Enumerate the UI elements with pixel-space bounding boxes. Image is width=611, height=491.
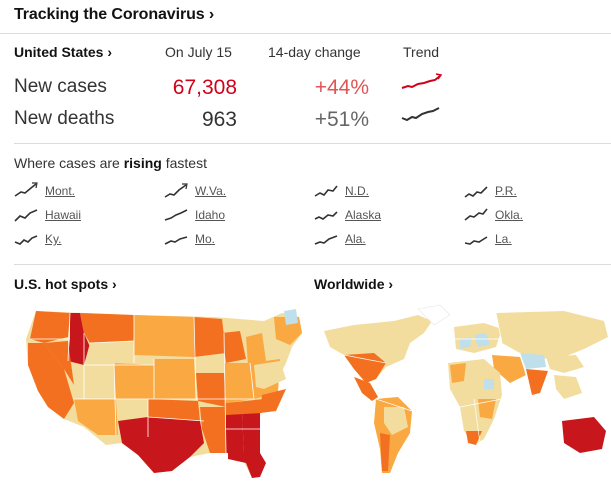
trend-arrow-icon — [314, 211, 338, 220]
new-deaths-label: New deaths — [14, 108, 115, 129]
divider — [14, 143, 611, 144]
state-item[interactable]: Mo. — [164, 228, 304, 250]
trend-arrow-icon — [464, 236, 488, 245]
new-cases-label: New cases — [14, 76, 107, 97]
worldwide-link[interactable]: Worldwide › — [314, 276, 394, 292]
state-link[interactable]: Alaska — [345, 208, 382, 222]
state-item[interactable]: W.Va. — [164, 180, 304, 202]
state-item[interactable]: Alaska — [314, 204, 454, 226]
state-link[interactable]: Ky. — [45, 232, 62, 246]
state-item[interactable]: Mont. — [14, 180, 154, 202]
cases-trend-sparkline — [401, 73, 443, 89]
region-link[interactable]: United States › — [14, 44, 113, 60]
trend-arrow-icon — [164, 183, 188, 198]
state-link[interactable]: Mo. — [195, 232, 216, 246]
state-link[interactable]: Ala. — [345, 232, 366, 246]
state-link[interactable]: P.R. — [495, 184, 517, 198]
state-link[interactable]: La. — [495, 232, 512, 246]
state-link[interactable]: Idaho — [195, 208, 226, 222]
state-item[interactable]: P.R. — [464, 180, 604, 202]
state-item[interactable]: N.D. — [314, 180, 454, 202]
state-link[interactable]: W.Va. — [195, 184, 227, 198]
divider — [14, 264, 611, 265]
worldwide-map[interactable] — [314, 303, 611, 483]
change-column-label: 14-day change — [268, 44, 361, 60]
state-link[interactable]: Mont. — [45, 184, 76, 198]
trend-column-label: Trend — [403, 44, 440, 60]
new-cases-change: +44% — [314, 76, 369, 99]
rising-heading: Where cases are rising fastest — [14, 155, 207, 171]
new-deaths-value: 963 — [201, 108, 237, 131]
trend-arrow-icon — [14, 235, 38, 245]
state-item[interactable]: Ala. — [314, 228, 454, 250]
state-item[interactable]: Ky. — [14, 228, 154, 250]
state-link[interactable]: Okla. — [495, 208, 524, 222]
deaths-trend-sparkline — [401, 107, 440, 122]
divider — [0, 33, 611, 34]
trend-arrow-icon — [14, 209, 38, 222]
state-link[interactable]: Hawaii — [45, 208, 82, 222]
trend-arrow-icon — [464, 186, 488, 198]
trend-arrow-icon — [14, 182, 38, 197]
new-deaths-change: +51% — [314, 108, 369, 131]
state-item[interactable]: La. — [464, 228, 604, 250]
trend-arrow-icon — [314, 185, 338, 197]
new-cases-value: 67,308 — [172, 76, 237, 99]
state-item[interactable]: Idaho — [164, 204, 304, 226]
state-link[interactable]: N.D. — [345, 184, 369, 198]
us-hotspots-link[interactable]: U.S. hot spots › — [14, 276, 117, 292]
state-item[interactable]: Okla. — [464, 204, 604, 226]
page-title[interactable]: Tracking the Coronavirus › — [14, 6, 215, 23]
trend-arrow-icon — [164, 209, 188, 221]
trend-arrow-icon — [164, 236, 188, 245]
us-hotspots-map[interactable] — [14, 303, 306, 483]
trend-arrow-icon — [314, 235, 338, 245]
date-label: On July 15 — [165, 44, 232, 60]
state-item[interactable]: Hawaii — [14, 204, 154, 226]
trend-arrow-icon — [464, 208, 488, 221]
